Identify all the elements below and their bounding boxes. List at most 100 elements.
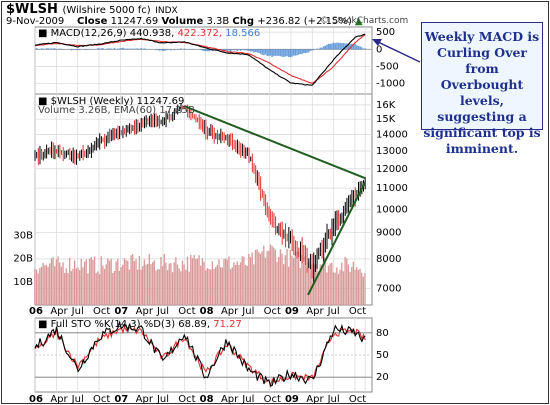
macd-histogram-bar [268, 49, 270, 56]
volume-bar [336, 267, 338, 305]
sto-x-tick-label: 08 [200, 394, 214, 405]
macd-histogram-bar [49, 48, 51, 50]
volume-bar [251, 252, 253, 305]
volume-bar [113, 270, 116, 305]
volume-bar [80, 258, 82, 305]
volume-bar [188, 271, 190, 305]
macd-histogram-bar [72, 49, 74, 50]
sto-tick-label: 50 [376, 350, 389, 361]
macd-histogram-bar [266, 49, 268, 57]
price-tick-label: 16K [376, 100, 396, 111]
sto-x-tick-label: Jul [241, 394, 254, 405]
macd-histogram-bar [249, 49, 252, 52]
volume-bar [258, 252, 260, 305]
macd-histogram-bar [278, 49, 280, 56]
close-value: 11247.69 [110, 16, 159, 27]
macd-histogram-bar [107, 48, 109, 50]
volume-bar [259, 253, 262, 305]
macd-histogram-bar [291, 49, 293, 57]
volume-bar [54, 266, 56, 305]
macd-histogram-bar [312, 49, 315, 51]
sto-x-tick-label: Oct [264, 394, 281, 405]
macd-histogram-bar [289, 49, 292, 58]
volume-bar [88, 258, 91, 305]
volume-bar [95, 273, 97, 305]
volume-bar [85, 259, 87, 305]
macd-histogram-bar [311, 49, 313, 51]
volume-bar [97, 271, 99, 305]
volume-bar [339, 269, 341, 305]
price-legend-swatch-icon: ■ [38, 96, 51, 107]
volume-bar [120, 267, 122, 305]
volume-bar [107, 258, 109, 305]
macd-histogram-bar [319, 47, 322, 50]
macd-histogram-bar [201, 49, 204, 51]
volume-bar [288, 266, 290, 305]
macd-histogram-bar [296, 49, 298, 56]
volume-bar [302, 262, 305, 305]
volume-bar [195, 258, 197, 305]
volume-bar [359, 268, 361, 305]
macd-histogram-bar [273, 49, 275, 56]
volume-bar [316, 263, 318, 305]
volume-bar [193, 254, 195, 305]
volume-bar [284, 255, 287, 305]
volume-bar [166, 270, 169, 305]
macd-histogram-bar [166, 49, 169, 50]
volume-bar [352, 261, 355, 305]
close-label: Close [77, 16, 108, 27]
macd-histogram-bar [163, 49, 166, 51]
volume-bar [133, 261, 136, 305]
volume-bar [289, 249, 292, 305]
macd-histogram-bar [304, 49, 307, 54]
volume-bar [356, 267, 358, 305]
volume-bar [198, 255, 200, 305]
macd-histogram-bar [77, 49, 79, 51]
price-legend-name: $WLSH (Weekly) [51, 96, 137, 107]
volume-bar [334, 272, 336, 305]
chart-title: $WLSH (Wilshire 5000 fc) INDX [6, 2, 178, 17]
macd-histogram-bar [251, 49, 254, 52]
volume-bar [351, 267, 353, 305]
volume-bar [59, 262, 61, 305]
price-x-tick-label: Oct [178, 306, 195, 317]
volume-bar [50, 258, 53, 305]
volume-bar [261, 251, 263, 305]
macd-histogram-bar [281, 49, 283, 57]
volume-bar [317, 271, 320, 305]
price-x-tick-label: 06 [29, 306, 43, 317]
macd-histogram-bar [231, 49, 234, 51]
sto-x-tick-label: Oct [349, 394, 366, 405]
macd-histogram-bar [233, 49, 235, 51]
macd-histogram-bar [200, 49, 202, 50]
volume-bar [130, 255, 132, 305]
macd-legend-v2: 422.372, [178, 28, 226, 39]
volume-bar [331, 262, 333, 305]
volume-bar [304, 256, 306, 305]
volume-bar [210, 269, 212, 305]
price-x-tick-label: 07 [114, 306, 128, 317]
macd-signal-line [34, 34, 366, 85]
volume-tick-label: 30B [13, 230, 33, 241]
macd-histogram-bar [274, 49, 277, 56]
sto-x-tick-label: Oct [93, 394, 110, 405]
macd-histogram-bar [228, 49, 230, 51]
volume-bar [223, 258, 225, 305]
macd-histogram-bar [128, 48, 131, 50]
price-x-tick-label: Apr [136, 306, 154, 317]
volume-bar [248, 253, 250, 305]
macd-histogram-bar [361, 47, 363, 50]
volume-bar [75, 268, 77, 305]
volume-bar [173, 262, 175, 305]
volume-bar [73, 260, 76, 305]
volume-bar [200, 265, 202, 305]
volume-bar [246, 265, 248, 305]
price-tick-label: 8000 [376, 254, 401, 265]
volume-bar [148, 254, 150, 305]
macd-tick-label: 0 [376, 44, 382, 55]
macd-histogram-bar [47, 48, 49, 50]
volume-bar [249, 257, 252, 305]
volume-bar [241, 256, 243, 305]
macd-histogram-bar [35, 48, 38, 50]
volume-bar [175, 257, 177, 305]
